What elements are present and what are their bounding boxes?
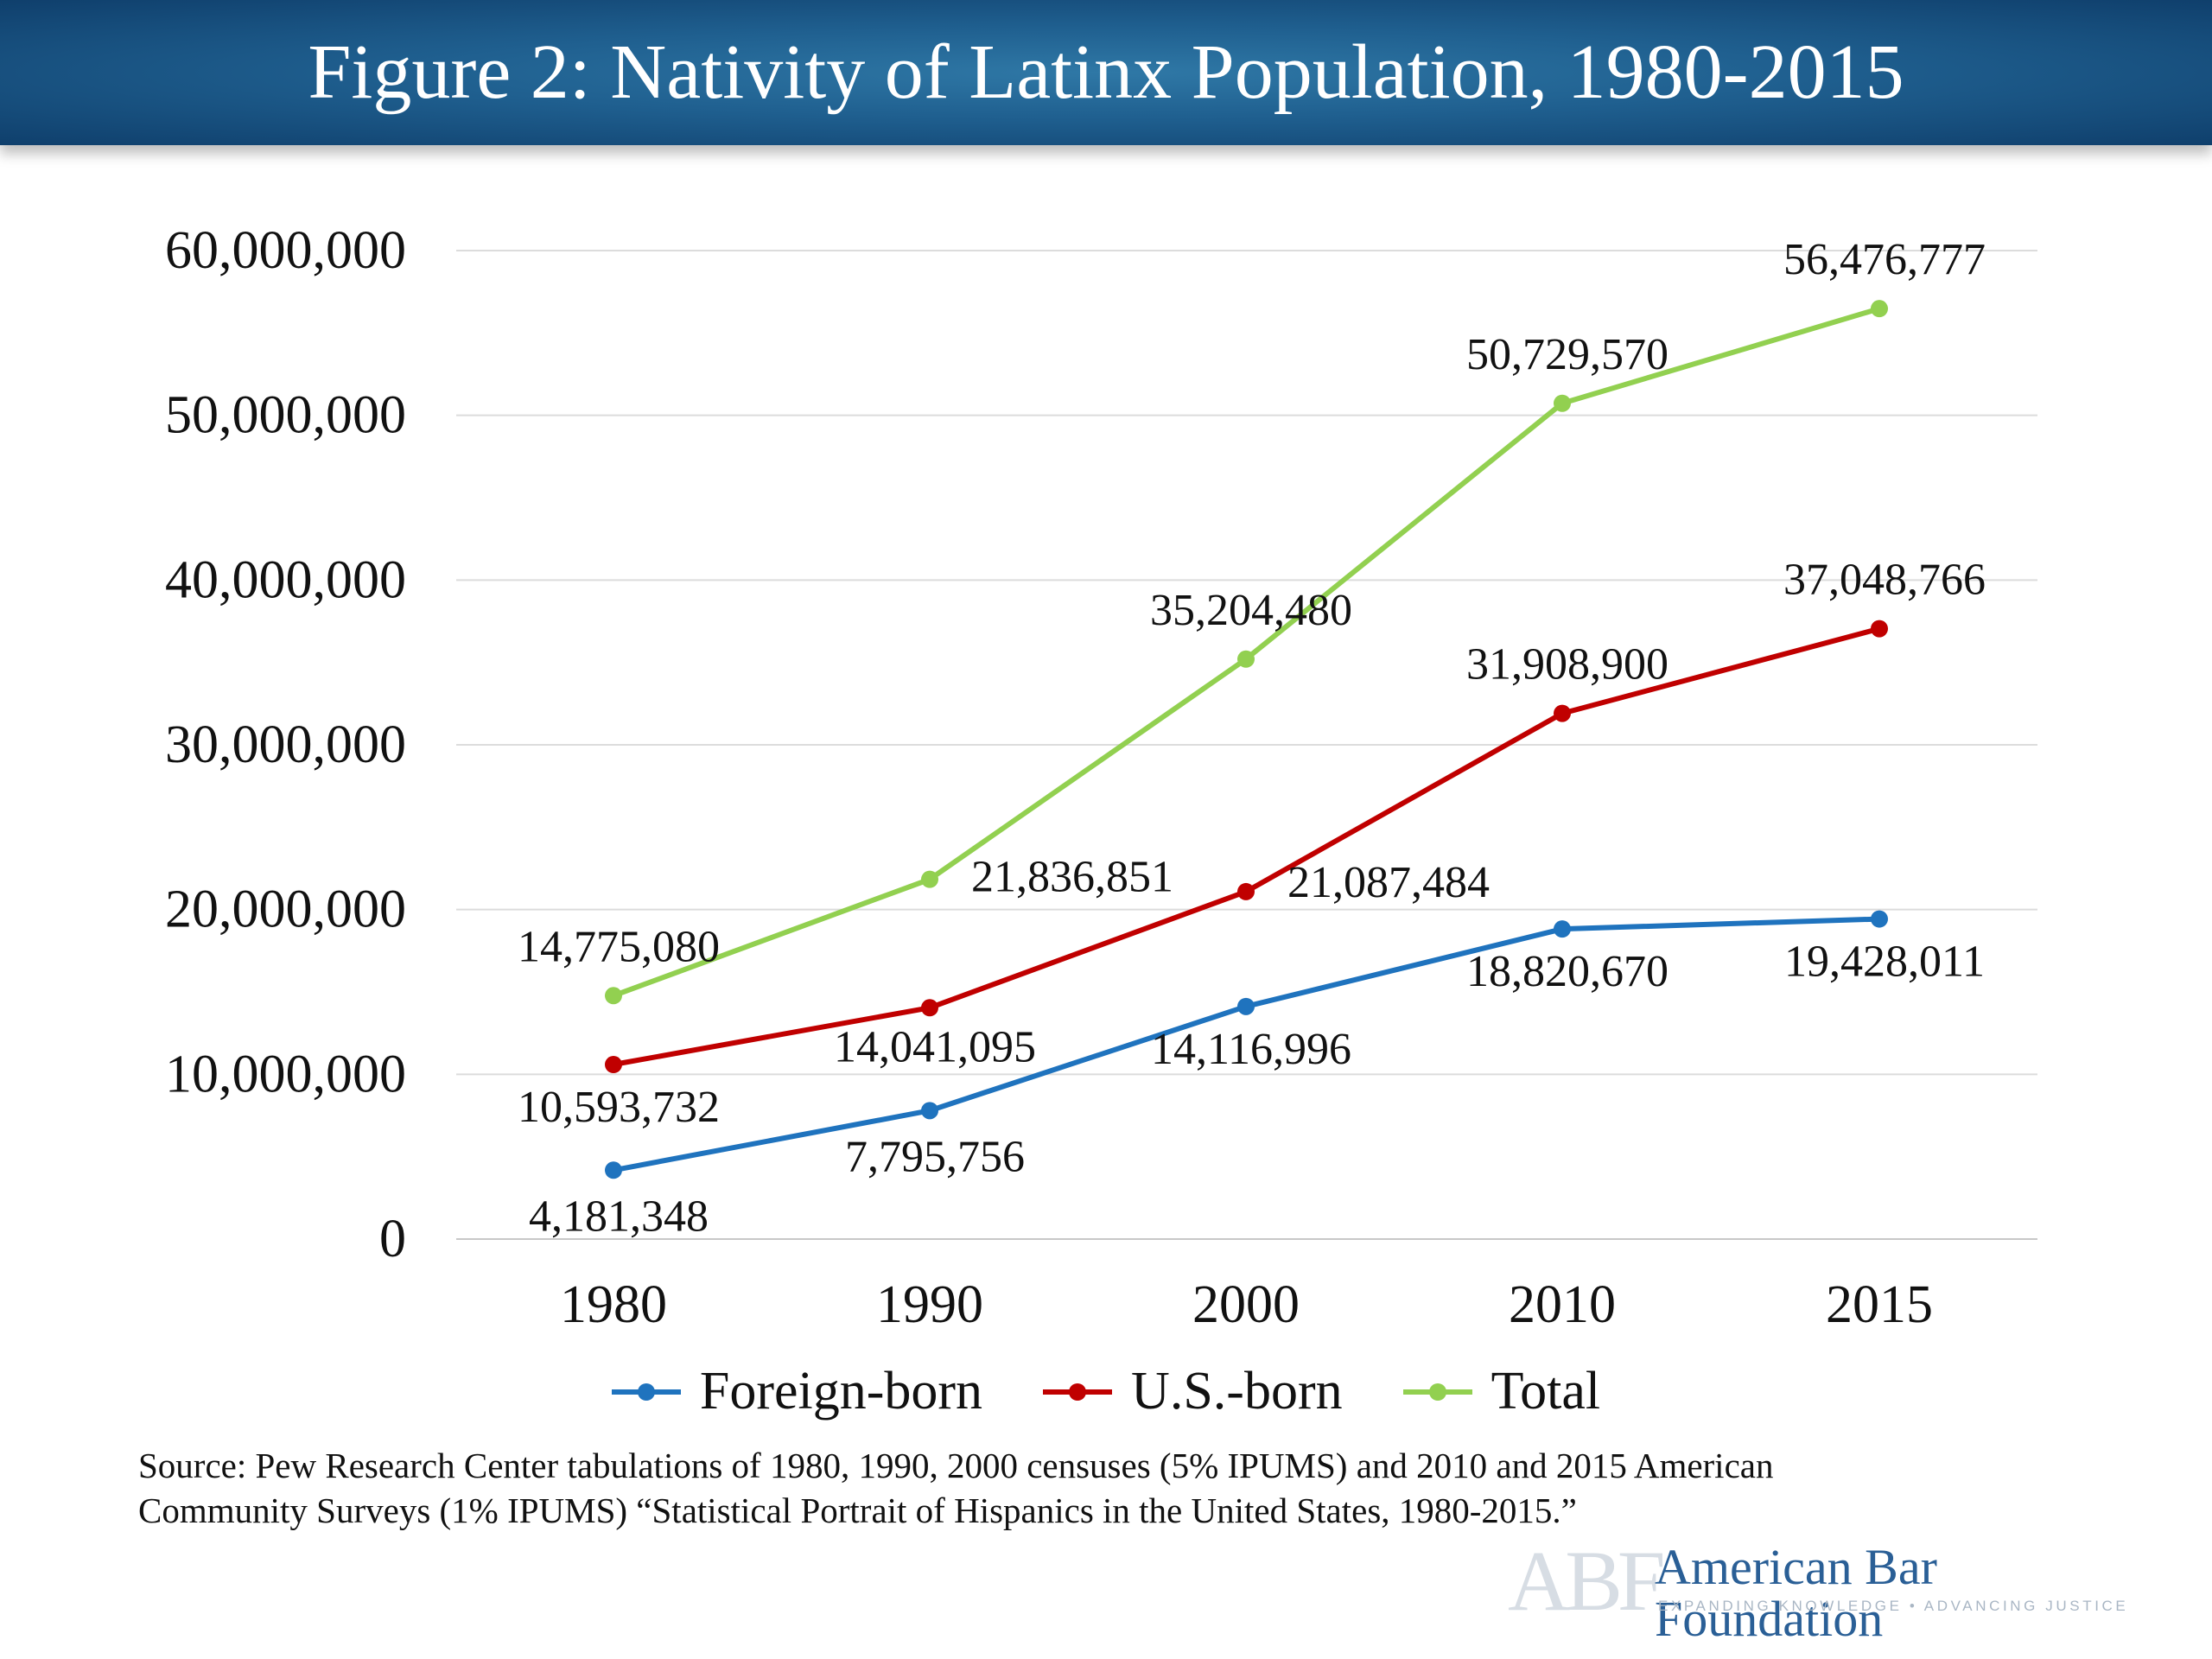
- source-line-1: Source: Pew Research Center tabulations …: [138, 1446, 1774, 1485]
- data-point-us-born: [605, 1056, 622, 1074]
- data-point-us-born: [921, 999, 938, 1017]
- data-point-foreign-born: [1871, 910, 1888, 928]
- line-chart: 0 10,000,000 20,000,000 30,000,000 40,000,00…: [165, 221, 2037, 1334]
- data-label-foreign-born: 7,795,756: [845, 1132, 1025, 1181]
- legend-marker-foreign-born: [611, 1365, 681, 1417]
- y-tick-label: 30,000,000: [165, 715, 406, 774]
- legend-marker-us-born: [1043, 1365, 1113, 1417]
- data-point-total: [1554, 394, 1571, 412]
- legend-marker-total: [1402, 1365, 1472, 1417]
- x-tick-label: 1980: [560, 1275, 667, 1334]
- data-point-us-born: [1554, 704, 1571, 722]
- data-label-foreign-born: 19,428,011: [1784, 938, 1985, 987]
- data-label-foreign-born: 4,181,348: [529, 1192, 709, 1241]
- data-label-us-born: 10,593,732: [518, 1083, 720, 1132]
- data-point-foreign-born: [605, 1161, 622, 1179]
- data-point-foreign-born: [921, 1102, 938, 1120]
- title-bar: Figure 2: Nativity of Latinx Population,…: [0, 0, 2212, 145]
- data-point-total: [1237, 650, 1255, 668]
- y-tick-label: 60,000,000: [165, 221, 406, 280]
- data-label-total: 14,775,080: [518, 922, 720, 971]
- data-point-us-born: [1237, 882, 1255, 900]
- y-tick-label: 0: [379, 1210, 406, 1268]
- x-tick-label: 2000: [1192, 1275, 1300, 1334]
- data-label-total: 35,204,480: [1150, 586, 1352, 635]
- x-tick-label: 2010: [1509, 1275, 1616, 1334]
- legend-item-total: Total: [1402, 1361, 1601, 1422]
- data-point-total: [605, 987, 622, 1005]
- data-label-us-born: 31,908,900: [1466, 640, 1669, 690]
- data-label-us-born: 21,087,484: [1287, 858, 1490, 907]
- abf-logo-mark: ABF: [1508, 1533, 1666, 1629]
- legend-item-us-born: U.S.-born: [1043, 1361, 1343, 1422]
- legend-item-foreign-born: Foreign-born: [611, 1361, 983, 1422]
- data-label-us-born: 37,048,766: [1783, 556, 1986, 605]
- legend-label-us-born: U.S.-born: [1131, 1361, 1343, 1421]
- data-label-foreign-born: 18,820,670: [1466, 947, 1669, 996]
- x-tick-label: 1990: [876, 1275, 983, 1334]
- data-point-us-born: [1871, 620, 1888, 638]
- legend-label-total: Total: [1491, 1361, 1601, 1421]
- legend: Foreign-born U.S.-born Total: [0, 1357, 2212, 1426]
- y-tick-label: 10,000,000: [165, 1045, 406, 1103]
- data-point-total: [1871, 300, 1888, 318]
- legend-label-foreign-born: Foreign-born: [699, 1361, 983, 1421]
- source-note: Source: Pew Research Center tabulations …: [138, 1443, 1953, 1533]
- chart-title: Figure 2: Nativity of Latinx Population,…: [308, 29, 1904, 115]
- abf-logo-name: American Bar Foundation: [1655, 1539, 1937, 1647]
- y-tick-label: 40,000,000: [165, 550, 406, 609]
- data-label-foreign-born: 14,116,996: [1151, 1025, 1351, 1074]
- data-point-foreign-born: [1554, 920, 1571, 938]
- source-line-2: Community Surveys (1% IPUMS) “Statistica…: [138, 1491, 1577, 1530]
- y-tick-label: 20,000,000: [165, 880, 406, 939]
- abf-logo: ABF American Bar Foundation EXPANDING KN…: [1508, 1533, 2173, 1645]
- data-label-total: 56,476,777: [1783, 235, 1986, 284]
- data-label-total: 21,836,851: [971, 853, 1173, 902]
- data-label-us-born: 14,041,095: [834, 1022, 1036, 1071]
- data-point-total: [921, 870, 938, 888]
- x-tick-label: 2015: [1826, 1275, 1933, 1334]
- data-point-foreign-born: [1237, 997, 1255, 1015]
- data-label-total: 50,729,570: [1466, 330, 1669, 379]
- abf-logo-tagline: EXPANDING KNOWLEDGE • ADVANCING JUSTICE: [1658, 1598, 2129, 1614]
- y-tick-label: 50,000,000: [165, 386, 406, 445]
